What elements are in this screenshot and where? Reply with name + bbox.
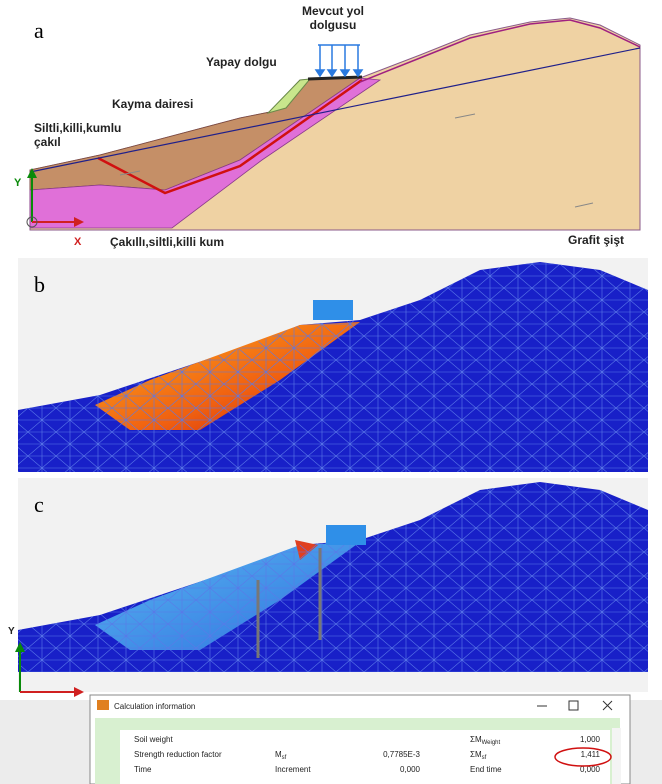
x-axis-arrowhead — [74, 687, 84, 697]
annotation-line: çakıl — [34, 135, 61, 149]
lower-soil-layer — [29, 77, 382, 229]
cell: Msf — [275, 750, 287, 761]
cell-sub: sf — [482, 755, 487, 761]
scrollbar — [612, 728, 621, 784]
cell-sub: Weight — [482, 740, 501, 746]
axis-label: Y — [14, 177, 22, 189]
window-title: Calculation information — [114, 702, 195, 711]
cell: Increment — [275, 765, 311, 774]
cell-main: M — [275, 750, 282, 759]
cell-sub: sf — [282, 755, 287, 761]
x-axis-arrowhead — [74, 217, 84, 227]
annotation-line: Siltli,killi,kumlu — [34, 121, 121, 135]
annotation: Siltli,killi,kumlu çakıl — [34, 121, 121, 149]
load-arrows — [314, 44, 364, 78]
mesh — [18, 482, 648, 672]
table-area — [120, 730, 610, 784]
window-icon — [97, 700, 109, 710]
panel-label: a — [34, 18, 44, 43]
maximize-button[interactable] — [568, 700, 579, 711]
axis-label: X — [74, 236, 82, 248]
close-button[interactable] — [602, 700, 613, 711]
annotation-line: Mevcut yol — [302, 4, 364, 18]
cell-value: 0,000 — [580, 765, 601, 774]
annotation: Kayma dairesi — [112, 97, 193, 111]
cell-value: 1,000 — [580, 735, 601, 744]
cell: ΣMsf — [470, 750, 487, 761]
cell-main: ΣM — [470, 735, 482, 744]
annotation: Mevcut yol dolgusu — [302, 4, 364, 32]
panel-c: c Y — [8, 478, 648, 697]
highlight — [554, 747, 612, 767]
rows: Soil weight ΣMWeight 1,000 Strength reducti… — [134, 735, 601, 774]
cell-main: ΣM — [470, 750, 482, 759]
pile — [256, 548, 322, 658]
annotation: Çakıllı,siltli,killi kum — [110, 235, 224, 249]
annotation: Grafit şişt — [568, 233, 624, 247]
road-block — [313, 300, 353, 320]
panel-label: c — [34, 492, 44, 517]
row-name: Strength reduction factor — [134, 750, 222, 759]
cell-value: 1,411 — [581, 750, 601, 759]
hill-contour — [359, 19, 641, 83]
annotation: Yapay dolgu — [206, 55, 277, 69]
panel-a: a Mevcut yol dolgusu Yapay dolgu Kayma da… — [14, 4, 641, 249]
axis-label: Y — [8, 626, 15, 637]
row-name: Time — [134, 765, 152, 774]
origin — [26, 216, 38, 228]
hatch — [119, 113, 594, 208]
cell-value: 0,000 — [400, 765, 421, 774]
slip-circle — [97, 78, 363, 195]
row-name: Soil weight — [134, 735, 173, 744]
cell: ΣMWeight — [470, 735, 501, 746]
road-fill — [307, 75, 363, 81]
cell-main: End time — [470, 765, 502, 774]
y-axis-arrowhead — [27, 168, 37, 178]
panel-label: b — [34, 272, 45, 297]
cell-main: Increment — [275, 765, 311, 774]
y-axis-arrowhead — [15, 642, 25, 652]
cell-value: 0,7785E-3 — [383, 750, 420, 759]
road-block — [326, 525, 366, 545]
mesh — [18, 262, 648, 472]
boundary-line — [29, 47, 641, 173]
cell: End time — [470, 765, 502, 774]
annotation-line: dolgusu — [310, 18, 357, 32]
panel-b: b — [18, 258, 648, 472]
